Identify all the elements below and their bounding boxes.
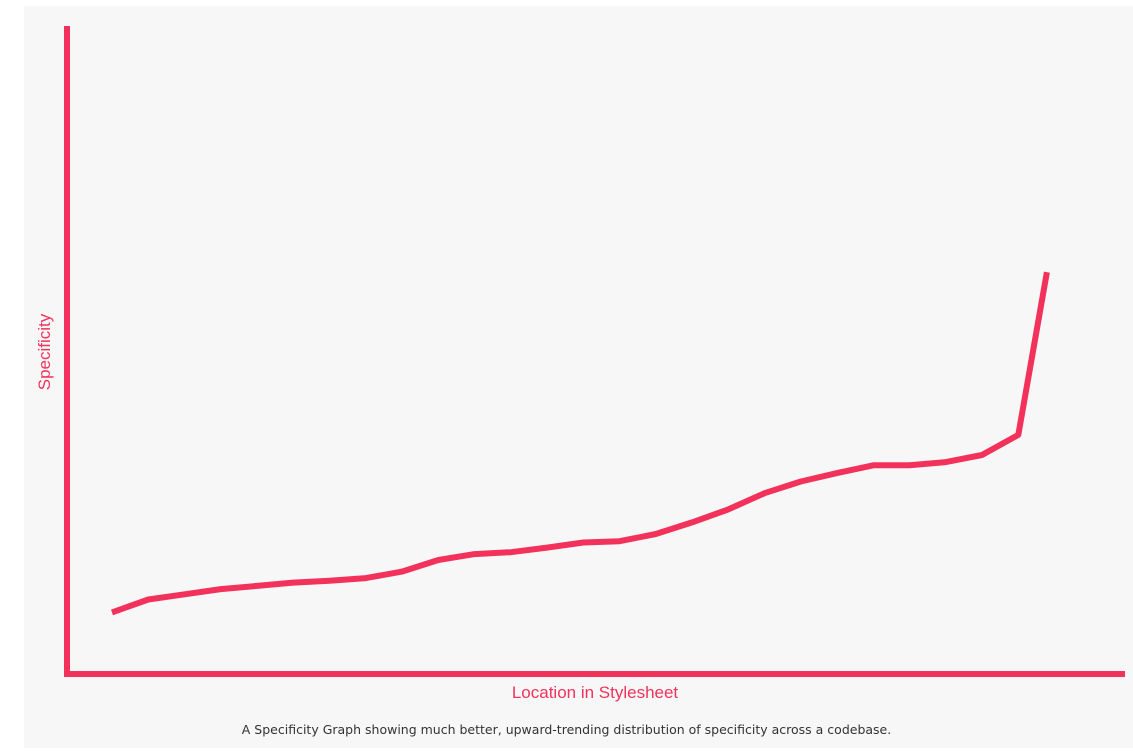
specificity-chart: Specificity Location in Stylesheet [35, 26, 1125, 702]
series-line [110, 271, 1050, 616]
y-axis-label: Specificity [35, 313, 54, 390]
figure-caption: A Specificity Graph showing much better,… [241, 722, 892, 737]
chart-figure: Specificity Location in Stylesheet [24, 6, 1133, 748]
x-axis-label: Location in Stylesheet [512, 683, 679, 702]
